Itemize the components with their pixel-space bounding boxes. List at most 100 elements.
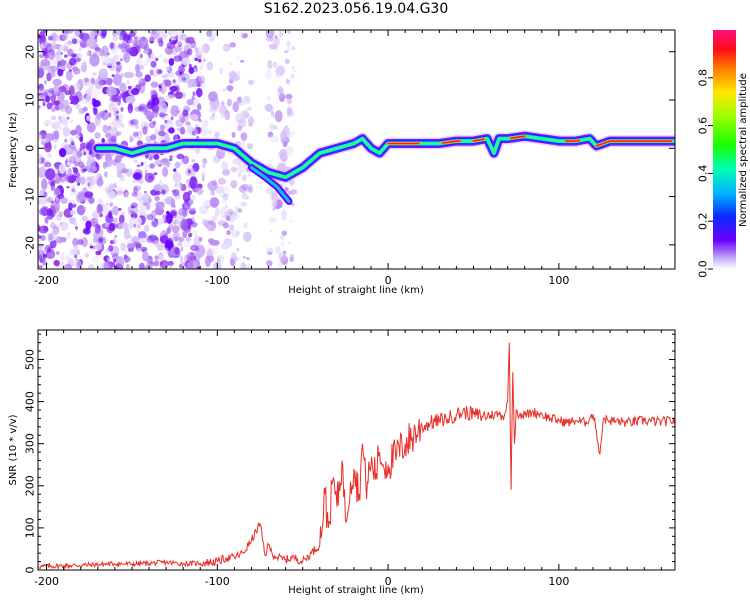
spectrogram-noise-blob bbox=[51, 121, 61, 130]
spectrogram-noise-blob bbox=[135, 64, 141, 73]
snr-y-tick-label: 0 bbox=[24, 567, 37, 574]
snr-x-axis-label: Height of straight line (km) bbox=[288, 585, 424, 596]
spectrogram-noise-blob bbox=[267, 216, 277, 223]
spectrogram-noise-blob bbox=[105, 77, 113, 86]
spectrogram-noise-blob bbox=[150, 134, 157, 141]
spectrogram-noise-blob bbox=[241, 139, 246, 147]
spectrogram-noise-blob bbox=[292, 131, 296, 134]
spectrogram-noise-blob bbox=[224, 110, 231, 121]
spectrogram-noise-blob bbox=[202, 43, 210, 54]
spectrogram-noise-blob bbox=[48, 153, 53, 158]
spectrogram-noise-blob bbox=[206, 61, 214, 71]
spectrogram-noise-blob bbox=[159, 124, 166, 131]
spectrogram-noise-blob bbox=[237, 125, 243, 132]
spectrogram-noise-blob bbox=[185, 236, 191, 242]
spectrogram-noise-blob bbox=[187, 80, 192, 89]
spectrogram-noise-blob bbox=[105, 202, 109, 206]
spectrogram-noise-blob bbox=[286, 40, 291, 47]
spectrogram-noise-blob bbox=[185, 121, 191, 126]
spectrogram-y-axis-label: Frequency (Hz) bbox=[8, 112, 19, 188]
spectrogram-noise-blob bbox=[212, 113, 215, 117]
colorbar-tick-label: 0.2 bbox=[697, 212, 710, 230]
spectrogram-noise-blob bbox=[144, 164, 150, 171]
spectrogram-noise-blob bbox=[100, 266, 105, 269]
spectrogram-noise-blob bbox=[62, 126, 71, 137]
spectrogram-noise-blob bbox=[173, 55, 182, 62]
spectrogram-noise-blob bbox=[287, 30, 291, 34]
spectrogram-ridge-red bbox=[564, 139, 581, 142]
spectrogram-noise-blob bbox=[264, 103, 273, 111]
spectrogram-noise-blob bbox=[137, 76, 143, 84]
spectrogram-noise-blob bbox=[98, 237, 104, 243]
spectrogram-noise-blob bbox=[125, 95, 136, 104]
spectrogram-noise-blob bbox=[43, 119, 53, 126]
spectrogram-noise-blob bbox=[267, 59, 273, 69]
spectrogram-noise-blob bbox=[87, 158, 96, 169]
spectrogram-noise-blob bbox=[286, 46, 291, 52]
spectrogram-noise-blob bbox=[278, 92, 286, 102]
spectrogram-noise-blob bbox=[119, 34, 124, 41]
spectrogram-x-axis-label: Height of straight line (km) bbox=[288, 285, 424, 296]
spectrogram-noise-blob bbox=[56, 251, 60, 255]
spectrogram-noise-blob bbox=[213, 155, 219, 164]
spectrogram-noise-blob bbox=[230, 229, 240, 238]
spectrogram-noise-blob bbox=[148, 156, 153, 161]
spectrogram-noise-blob bbox=[57, 61, 61, 68]
spectrogram-noise-blob bbox=[226, 230, 231, 236]
spectrogram-noise-blob bbox=[179, 255, 184, 262]
spectrogram-noise-blob bbox=[186, 205, 193, 212]
spectrogram-noise-blob bbox=[83, 60, 87, 68]
spectrogram-noise-blob bbox=[109, 202, 114, 207]
spectrogram-noise-blob bbox=[108, 112, 112, 118]
spectrogram-noise-blob bbox=[94, 242, 103, 251]
spectrogram-noise-blob bbox=[166, 71, 175, 78]
snr-plot-area bbox=[38, 330, 675, 570]
spectrogram-noise-blob bbox=[286, 104, 293, 117]
spectrogram-noise-blob bbox=[38, 53, 44, 58]
spectrogram-noise-blob bbox=[154, 106, 159, 113]
spectrogram-noise-blob bbox=[80, 97, 84, 101]
spectrogram-noise-blob bbox=[269, 122, 274, 131]
spectrogram-noise-blob bbox=[133, 131, 139, 137]
spectrogram-noise-blob bbox=[173, 221, 177, 225]
spectrogram-noise-blob bbox=[78, 46, 82, 52]
spectrogram-noise-blob bbox=[143, 224, 150, 232]
spectrogram-noise-blob bbox=[188, 232, 193, 238]
spectrogram-noise-blob bbox=[130, 118, 139, 126]
spectrogram-noise-blob bbox=[154, 195, 160, 202]
spectrogram-noise-blob bbox=[193, 65, 198, 69]
spectrogram-noise-blob bbox=[235, 56, 240, 61]
spectrogram-noise-blob bbox=[50, 248, 54, 251]
spectrogram-noise-blob bbox=[291, 69, 297, 73]
spectrogram-noise-blob bbox=[144, 172, 155, 183]
spectrogram-noise-blob bbox=[38, 67, 45, 79]
spectrogram-noise-blob bbox=[70, 95, 79, 105]
spectrogram-noise-blob bbox=[230, 212, 240, 220]
spectrogram-noise-blob bbox=[47, 49, 56, 60]
spectrogram-noise-blob bbox=[161, 89, 165, 94]
spectrogram-noise-blob bbox=[102, 124, 109, 134]
spectrogram-noise-blob bbox=[54, 30, 60, 33]
spectrogram-noise-blob bbox=[64, 103, 69, 110]
spectrogram-noise-blob bbox=[43, 137, 50, 144]
spectrogram-noise-blob bbox=[55, 179, 60, 183]
spectrogram-noise-blob bbox=[148, 36, 155, 44]
spectrogram-noise-blob bbox=[287, 190, 292, 195]
spectrogram-noise-blob bbox=[201, 62, 205, 65]
spectrogram-noise-blob bbox=[176, 153, 185, 160]
spectrogram-noise-blob bbox=[280, 241, 285, 247]
spectrogram-noise-blob bbox=[237, 164, 246, 173]
spectrogram-noise-blob bbox=[172, 171, 182, 184]
spectrogram-noise-blob bbox=[279, 148, 288, 157]
spectrogram-noise-blob bbox=[153, 260, 159, 267]
snr-x-tick-label: -100 bbox=[205, 575, 230, 588]
spectrogram-noise-blob bbox=[149, 69, 154, 76]
spectrogram-noise-blob bbox=[132, 180, 136, 183]
spectrogram-noise-blob bbox=[229, 211, 238, 217]
spectrogram-noise-blob bbox=[158, 130, 166, 137]
spectrogram-noise-blob bbox=[117, 208, 122, 211]
spectrogram-noise-blob bbox=[103, 187, 107, 191]
spectrogram-noise-blob bbox=[51, 231, 55, 235]
spectrogram-noise-blob bbox=[138, 81, 146, 94]
spectrogram-noise-blob bbox=[197, 103, 202, 111]
